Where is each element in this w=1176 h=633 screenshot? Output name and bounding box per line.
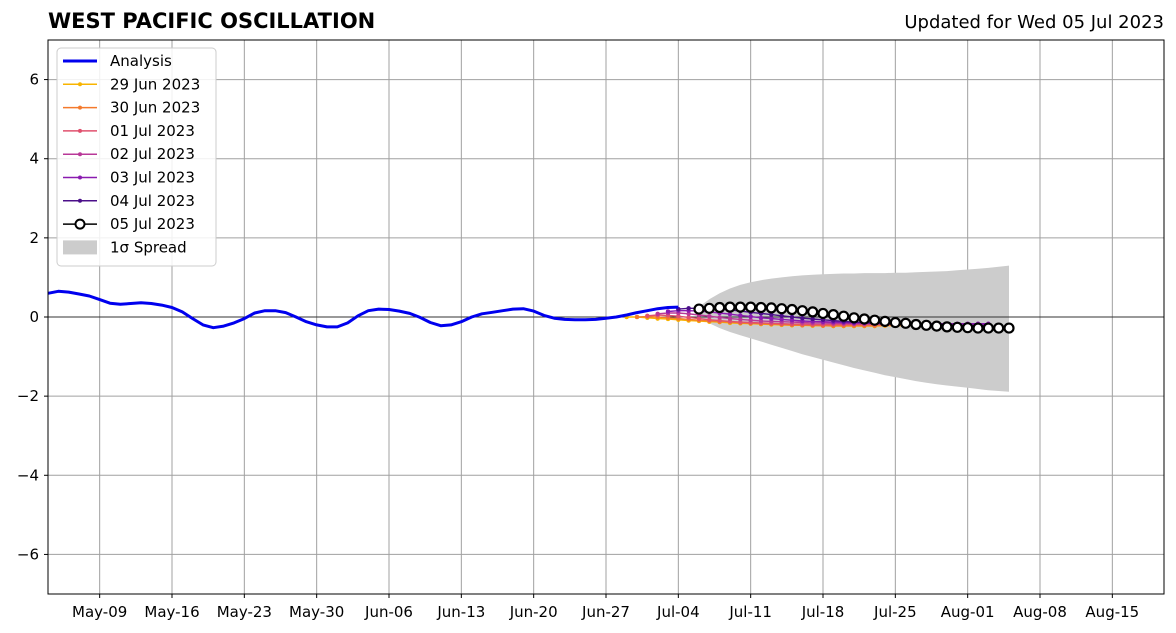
legend-marker [78, 175, 82, 180]
series-point [765, 302, 777, 314]
x-tick-label: Aug-08 [1013, 603, 1067, 621]
series-point [738, 313, 743, 318]
series-point [727, 316, 733, 321]
chart-subtitle: Updated for Wed 05 Jul 2023 [904, 12, 1164, 33]
legend-label: 30 Jun 2023 [110, 99, 200, 117]
legend: Analysis 29 Jun 2023 30 Jun 2023 01 Jul 202… [56, 47, 217, 267]
series-point [703, 302, 715, 314]
legend-label: 05 Jul 2023 [110, 215, 195, 233]
series-point [727, 311, 733, 317]
series-point [634, 314, 640, 320]
legend-label: 1σ Spread [110, 238, 187, 256]
series-point [1003, 322, 1015, 334]
legend-marker [74, 218, 86, 230]
series-point [931, 320, 943, 332]
legend-box [56, 47, 217, 267]
series-point [869, 314, 881, 326]
series-point [779, 313, 784, 319]
series-point [910, 318, 922, 331]
chart-title: WEST PACIFIC OSCILLATION [48, 9, 376, 33]
x-tick-label: May-09 [72, 603, 127, 621]
series-point [645, 313, 650, 319]
legend-spread-swatch [63, 240, 97, 255]
x-tick-label: Jun-20 [509, 603, 558, 621]
series-point [755, 301, 767, 314]
legend-marker [78, 128, 82, 133]
series-point [745, 301, 757, 313]
series-point [707, 313, 712, 319]
x-tick-label: Jul-11 [728, 603, 772, 621]
x-tick-label: Aug-01 [941, 603, 995, 621]
series-point [800, 315, 805, 321]
legend-label: 03 Jul 2023 [110, 169, 195, 187]
series-point [972, 322, 984, 334]
x-axis-ticks: May-09 May-16 May-23 May-30 Jun-06 Jun-13 Jun-… [72, 594, 1139, 621]
series-point [838, 310, 850, 322]
series-point [724, 301, 736, 313]
legend-marker [78, 152, 82, 157]
x-tick-label: Jul-04 [656, 603, 700, 621]
y-tick-label: 4 [29, 150, 39, 168]
spread-area [699, 265, 1009, 392]
series-point [858, 313, 870, 325]
series-point [769, 316, 774, 321]
legend-marker [78, 198, 82, 203]
series-point [848, 312, 860, 324]
y-tick-label: 6 [29, 71, 39, 89]
series-point [810, 316, 815, 322]
series-point [807, 306, 819, 318]
x-tick-label: Jun-27 [581, 603, 630, 621]
series-point [879, 315, 891, 327]
series-point [748, 314, 753, 319]
series-point [941, 321, 953, 333]
series-point [665, 309, 671, 314]
y-tick-label: 2 [29, 229, 39, 247]
legend-label: 01 Jul 2023 [110, 122, 195, 140]
series-point [817, 307, 829, 320]
series-point [951, 321, 963, 333]
series-point [786, 303, 798, 316]
spread-band [699, 265, 1009, 392]
series-point [796, 305, 808, 317]
y-axis-ticks: 6 4 2 0 −2 −4 −6 [17, 71, 48, 563]
legend-label: 02 Jul 2023 [110, 145, 195, 163]
series-point [717, 315, 722, 320]
legend-label: Analysis [110, 52, 172, 70]
series-line [47, 289, 679, 330]
series-point [776, 303, 788, 315]
legend-marker [78, 82, 82, 87]
series-lines [47, 289, 1015, 334]
y-tick-label: 0 [29, 308, 39, 326]
series-point [962, 322, 974, 334]
series-point [714, 301, 726, 314]
x-tick-label: May-30 [289, 603, 344, 621]
x-tick-label: Jun-06 [364, 603, 413, 621]
y-tick-label: −4 [17, 466, 39, 484]
x-tick-label: May-16 [144, 603, 199, 621]
series-point [789, 314, 795, 320]
series-point [758, 315, 764, 321]
legend-marker [78, 105, 82, 110]
x-tick-label: May-23 [217, 603, 272, 621]
legend-label: 04 Jul 2023 [110, 192, 195, 210]
series-point [920, 319, 932, 331]
series-point [827, 309, 839, 321]
x-tick-label: Jun-13 [436, 603, 485, 621]
series-point [993, 322, 1005, 334]
series-point [655, 311, 660, 317]
x-tick-label: Aug-15 [1085, 603, 1139, 621]
series-point [738, 317, 743, 322]
y-tick-label: −2 [17, 387, 39, 405]
series-point [734, 301, 746, 313]
series-point [693, 303, 705, 315]
y-tick-label: −6 [17, 545, 39, 563]
series-point [900, 317, 912, 329]
series-point [686, 306, 691, 311]
x-tick-label: Jul-18 [801, 603, 845, 621]
legend-label: 29 Jun 2023 [110, 75, 200, 93]
series-point [982, 322, 994, 334]
x-tick-label: Jul-25 [873, 603, 917, 621]
series-point [889, 316, 901, 329]
